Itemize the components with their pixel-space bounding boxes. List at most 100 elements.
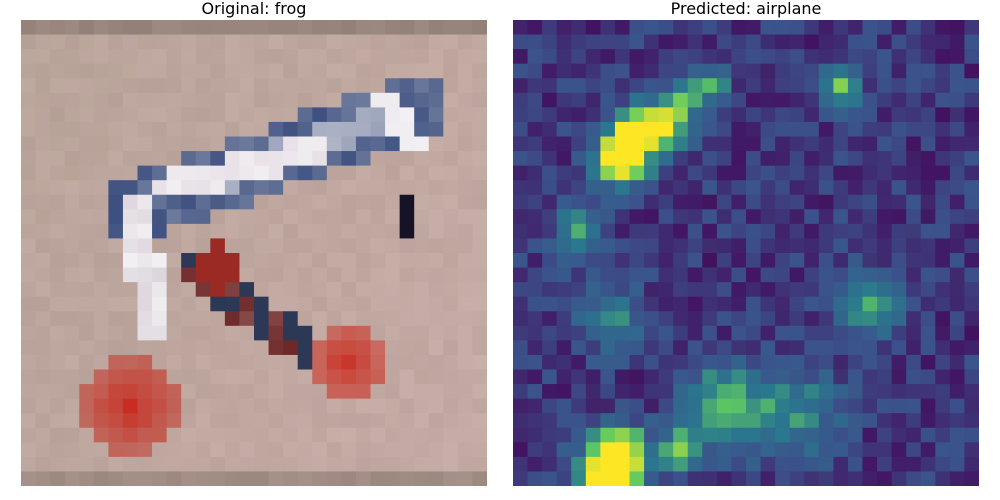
original-pixel (108, 121, 124, 138)
original-pixel (108, 78, 124, 94)
original-pixel (64, 107, 80, 123)
original-pixel (93, 369, 109, 385)
original-pixel (370, 63, 386, 79)
heatmap-cell (600, 20, 616, 36)
heatmap-cell (775, 413, 791, 429)
original-pixel (428, 238, 444, 254)
heatmap-cell (935, 180, 951, 196)
original-pixel (152, 456, 168, 473)
heatmap-cell (556, 92, 572, 108)
heatmap-cell (716, 136, 733, 152)
heatmap-cell (600, 311, 616, 327)
original-pixel (472, 442, 487, 458)
original-pixel (210, 384, 226, 400)
heatmap-cell (920, 267, 936, 283)
original-pixel (312, 180, 328, 196)
original-pixel (195, 296, 211, 312)
heatmap-cell (658, 325, 674, 341)
original-pixel (283, 49, 299, 65)
original-pixel (399, 282, 415, 298)
heatmap-cell (687, 209, 703, 225)
original-pixel (195, 34, 211, 50)
heatmap-cell (716, 151, 733, 167)
original-pixel (137, 209, 153, 225)
heatmap-cell (760, 34, 776, 50)
original-pixel (399, 34, 415, 50)
heatmap-cell (527, 136, 543, 152)
original-pixel (428, 253, 444, 269)
heatmap-cell (935, 34, 951, 50)
original-pixel (239, 311, 255, 327)
original-pixel (297, 311, 313, 327)
original-pixel (64, 456, 80, 473)
original-pixel (385, 49, 401, 65)
heatmap-cell (571, 369, 587, 385)
heatmap-cell (789, 194, 805, 210)
heatmap-cell (862, 165, 878, 181)
heatmap-cell (600, 238, 616, 254)
original-pixel (35, 49, 51, 65)
heatmap-cell (891, 398, 907, 414)
original-pixel (137, 471, 153, 486)
heatmap-cell (527, 180, 543, 196)
original-pixel (414, 253, 430, 269)
heatmap-cell (760, 165, 776, 181)
original-pixel (254, 136, 270, 152)
heatmap-cell (935, 63, 951, 79)
heatmap-cell (746, 92, 762, 108)
heatmap-cell (906, 456, 922, 473)
heatmap-cell (920, 427, 936, 443)
original-pixel (64, 136, 80, 152)
heatmap-cell (687, 340, 703, 356)
original-pixel (166, 456, 182, 473)
heatmap-cell (847, 442, 864, 458)
original-pixel (254, 20, 270, 36)
original-panel: Original: frog (21, 0, 487, 486)
heatmap-cell (862, 107, 878, 123)
original-pixel (355, 253, 372, 269)
original-pixel (254, 78, 270, 94)
heatmap-cell (716, 92, 733, 108)
original-pixel (50, 253, 66, 269)
original-pixel (457, 340, 474, 356)
original-pixel (64, 253, 80, 269)
original-pixel (122, 34, 139, 50)
original-pixel (93, 456, 109, 473)
heatmap-cell (789, 296, 805, 312)
heatmap-cell (775, 282, 791, 298)
heatmap-cell (731, 194, 747, 210)
heatmap-cell (935, 253, 951, 269)
heatmap-cell (949, 20, 966, 36)
original-pixel (21, 165, 37, 181)
original-pixel (239, 180, 255, 196)
heatmap-cell (702, 267, 718, 283)
original-pixel (152, 34, 168, 50)
heatmap-cell (789, 325, 805, 341)
heatmap-cell (833, 63, 849, 79)
original-pixel (341, 354, 357, 371)
original-pixel (457, 107, 474, 123)
heatmap-cell (513, 296, 529, 312)
heatmap-cell (731, 456, 747, 473)
original-pixel (297, 354, 313, 371)
original-pixel (341, 209, 357, 225)
original-pixel (428, 311, 444, 327)
original-pixel (254, 180, 270, 196)
original-pixel (472, 427, 487, 443)
original-pixel (341, 63, 357, 79)
heatmap-cell (949, 165, 966, 181)
heatmap-cell (673, 223, 689, 240)
heatmap-cell (833, 136, 849, 152)
saliency-heatmap (513, 20, 979, 486)
original-pixel (457, 253, 474, 269)
heatmap-cell (920, 151, 936, 167)
original-pixel (166, 20, 182, 36)
heatmap-cell (673, 354, 689, 371)
original-pixel (152, 311, 168, 327)
heatmap-cell (862, 121, 878, 138)
original-pixel (239, 34, 255, 50)
heatmap-cell (906, 20, 922, 36)
original-pixel (224, 384, 241, 400)
heatmap-cell (847, 282, 864, 298)
original-pixel (385, 63, 401, 79)
